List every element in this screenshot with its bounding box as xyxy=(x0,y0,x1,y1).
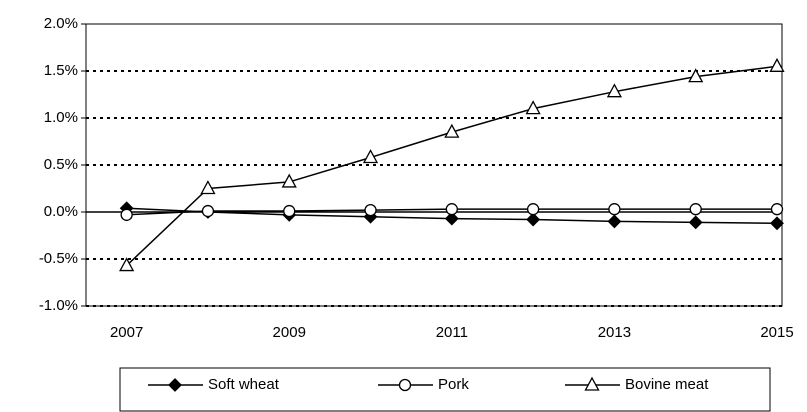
x-tick-label: 2009 xyxy=(273,324,306,341)
marker xyxy=(168,378,182,392)
marker xyxy=(201,204,215,218)
marker xyxy=(283,204,296,218)
marker xyxy=(444,211,459,226)
marker xyxy=(689,203,702,216)
marker xyxy=(398,378,412,392)
legend-label: Bovine meat xyxy=(625,376,709,393)
marker xyxy=(607,214,622,229)
marker xyxy=(770,216,784,231)
marker xyxy=(688,68,704,83)
y-tick-label: 0.0% xyxy=(44,203,78,220)
marker xyxy=(525,100,541,115)
marker xyxy=(119,257,135,272)
marker xyxy=(606,83,623,98)
marker xyxy=(200,180,216,195)
marker xyxy=(608,203,621,216)
x-tick-label: 2015 xyxy=(760,324,793,341)
marker xyxy=(364,203,377,217)
marker xyxy=(770,203,784,216)
marker xyxy=(769,57,785,72)
legend-box xyxy=(119,367,771,412)
y-tick-label: -0.5% xyxy=(39,250,78,267)
marker xyxy=(526,203,540,216)
plot-frame xyxy=(85,23,783,307)
x-tick-label: 2013 xyxy=(598,324,631,341)
marker xyxy=(445,203,458,216)
marker xyxy=(120,208,133,221)
marker xyxy=(688,215,703,230)
x-tick-label: 2007 xyxy=(110,324,143,341)
marker xyxy=(362,149,379,164)
marker xyxy=(526,212,541,227)
y-tick-label: -1.0% xyxy=(39,297,78,314)
y-tick-label: 0.5% xyxy=(44,156,78,173)
legend-label: Soft wheat xyxy=(208,376,280,393)
marker xyxy=(281,173,297,188)
marker xyxy=(444,123,460,138)
y-tick-label: 1.0% xyxy=(44,109,78,126)
y-tick-label: 2.0% xyxy=(44,15,78,32)
legend-label: Pork xyxy=(438,376,469,393)
marker xyxy=(584,376,600,391)
y-tick-label: 1.5% xyxy=(44,62,78,79)
x-tick-label: 2011 xyxy=(436,324,468,341)
